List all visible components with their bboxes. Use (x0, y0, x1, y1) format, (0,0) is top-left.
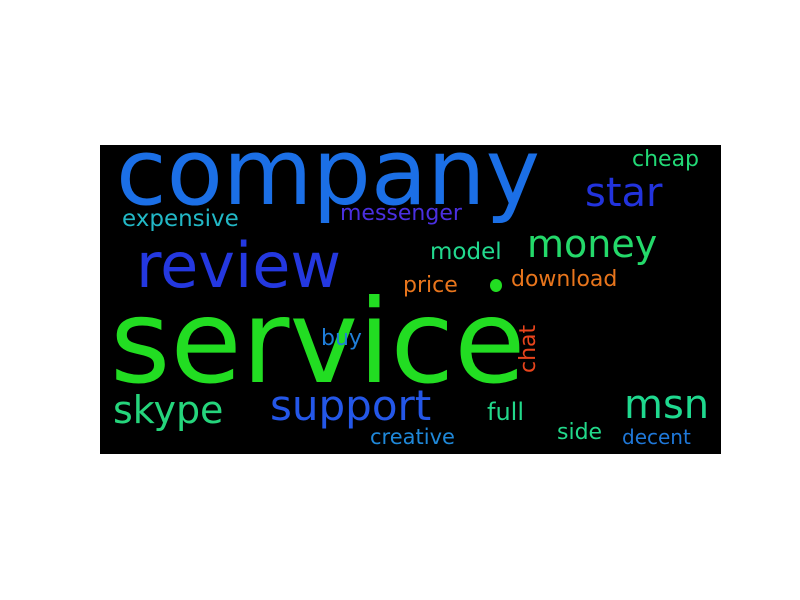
word-msn: msn (624, 382, 710, 428)
word-support: support (270, 381, 432, 430)
word-side: side (557, 420, 603, 445)
word-full: full (487, 398, 524, 426)
word-buy: buy (321, 326, 362, 351)
word-skype: skype (113, 388, 224, 432)
word-chat: chat (516, 324, 541, 373)
word-expensive: expensive (122, 206, 239, 232)
word-cheap: cheap (632, 147, 700, 172)
word-price: price (403, 273, 458, 298)
word-download: download (511, 267, 618, 292)
word-money: money (527, 222, 658, 266)
word-star: star (585, 170, 663, 216)
word-service: service (110, 275, 526, 410)
word-creative: creative (370, 425, 455, 449)
word-cloud: company star cheap expensive messenger r… (100, 145, 721, 454)
word-decent: decent (622, 425, 691, 449)
word-review: review (136, 229, 342, 302)
word-company: company (116, 145, 541, 226)
word-model: model (430, 239, 502, 265)
dot-mark (490, 279, 502, 292)
word-messenger: messenger (340, 201, 462, 226)
